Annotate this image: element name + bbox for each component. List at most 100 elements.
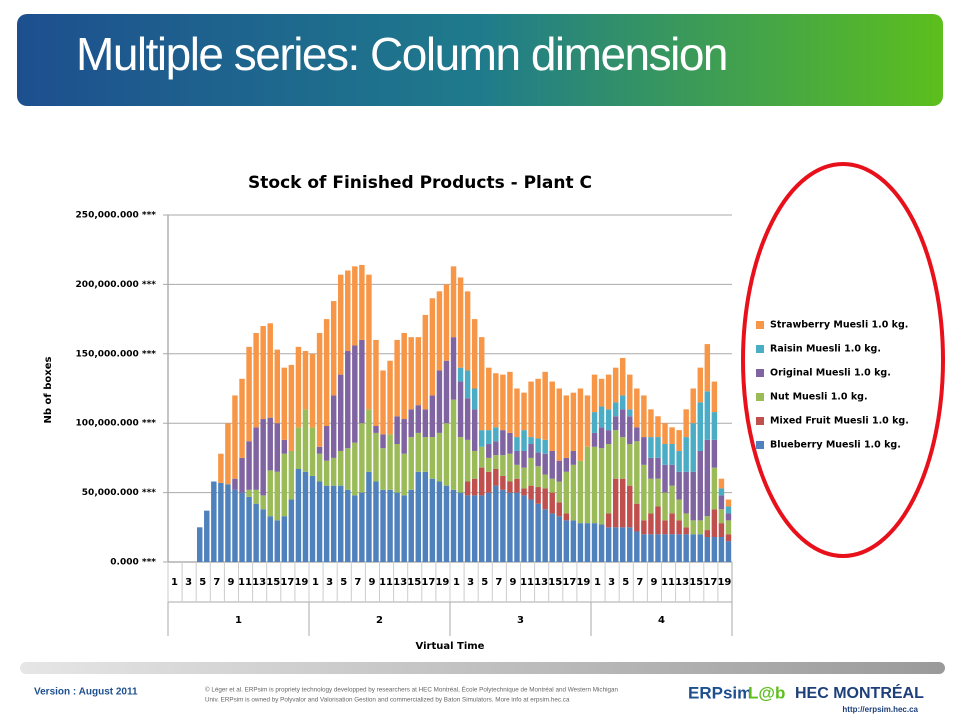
bar-segment bbox=[422, 437, 429, 472]
bar-segment bbox=[577, 388, 584, 461]
bar-segment bbox=[620, 527, 626, 562]
bar-segment bbox=[323, 485, 330, 562]
bar-segment bbox=[260, 495, 266, 510]
bar-segment bbox=[464, 481, 471, 496]
bar-segment bbox=[612, 527, 619, 562]
bar-segment bbox=[683, 513, 689, 528]
bar-segment bbox=[683, 471, 689, 514]
bar-segment bbox=[641, 534, 647, 562]
bar-segment bbox=[260, 509, 266, 562]
bar-segment bbox=[309, 427, 316, 476]
bar-segment bbox=[197, 527, 203, 562]
bar-segment bbox=[556, 481, 562, 503]
bar-segment bbox=[408, 409, 414, 438]
bar-segment bbox=[627, 444, 633, 486]
legend-label: Strawberry Muesli 1.0 kg. bbox=[770, 320, 908, 331]
group-label: 1 bbox=[235, 615, 242, 626]
bar-segment bbox=[246, 489, 252, 497]
bar-segment bbox=[528, 444, 534, 458]
bar-segment bbox=[218, 482, 224, 562]
bar-segment bbox=[507, 481, 513, 493]
bar-segment bbox=[323, 319, 330, 426]
bar-segment bbox=[514, 478, 520, 493]
bar-segment bbox=[591, 374, 598, 413]
bar-segment bbox=[443, 485, 450, 562]
bar-segment bbox=[352, 442, 358, 496]
bar-segment bbox=[330, 301, 337, 396]
bar-segment bbox=[711, 509, 718, 538]
bar-segment bbox=[408, 489, 414, 562]
bar-segment bbox=[521, 495, 527, 562]
bar-segment bbox=[648, 409, 654, 438]
bar-segment bbox=[648, 457, 654, 479]
x-tick-label: 5 bbox=[481, 577, 488, 588]
y-tick-label: 100,000.000 *** bbox=[76, 419, 157, 429]
bar-segment bbox=[535, 378, 541, 439]
bar-segment bbox=[549, 478, 555, 493]
bar-segment bbox=[408, 437, 414, 490]
bar-segment bbox=[655, 437, 661, 458]
bar-segment bbox=[211, 481, 217, 562]
bar-segment bbox=[464, 370, 471, 399]
x-tick-label: 7 bbox=[213, 577, 220, 588]
highlight-ellipse bbox=[741, 162, 945, 558]
bar-segment bbox=[711, 537, 718, 562]
bar-segment bbox=[422, 471, 429, 562]
bar-segment bbox=[612, 430, 619, 479]
bar-segment bbox=[309, 475, 316, 562]
bar-segment bbox=[718, 478, 725, 489]
y-tick-label: 250,000.000 *** bbox=[76, 211, 157, 221]
bar-segment bbox=[345, 489, 351, 562]
group-label: 4 bbox=[658, 615, 665, 626]
bar-segment bbox=[662, 464, 668, 493]
bar-segment bbox=[330, 485, 337, 562]
bar-segment bbox=[302, 351, 309, 410]
logo-erpsim: ERPsim bbox=[688, 683, 752, 702]
bar-segment bbox=[683, 527, 689, 535]
legend-label: Nut Muesli 1.0 kg. bbox=[770, 392, 868, 403]
x-tick-label: 3 bbox=[326, 577, 333, 588]
x-tick-label: 7 bbox=[495, 577, 502, 588]
bar-segment bbox=[605, 444, 612, 514]
bar-segment bbox=[648, 437, 654, 458]
bar-segment bbox=[401, 453, 407, 496]
bar-segment bbox=[493, 441, 499, 456]
bar-segment bbox=[493, 485, 499, 562]
bar-segment bbox=[718, 488, 725, 496]
bar-segment bbox=[655, 416, 661, 438]
bar-segment bbox=[486, 367, 492, 431]
x-tick-label: 3 bbox=[608, 577, 615, 588]
bar-segment bbox=[627, 409, 633, 417]
bar-segment bbox=[366, 409, 372, 472]
x-axis-title: Virtual Time bbox=[416, 641, 485, 652]
bar-segment bbox=[380, 434, 386, 449]
bar-segment bbox=[493, 469, 499, 486]
bar-segment bbox=[387, 434, 393, 490]
bar-segment bbox=[267, 417, 273, 471]
legend-label: Original Muesli 1.0 kg. bbox=[770, 368, 891, 379]
bar-segment bbox=[486, 444, 492, 458]
bar-segment bbox=[415, 471, 421, 562]
bar-segment bbox=[443, 284, 450, 361]
bar-segment bbox=[316, 446, 323, 454]
bar-segment bbox=[528, 499, 534, 562]
bar-segment bbox=[359, 339, 365, 424]
bar-segment bbox=[563, 471, 570, 514]
bar-segment bbox=[387, 489, 393, 562]
bar-segment bbox=[450, 266, 457, 338]
bar-segment bbox=[690, 471, 696, 521]
bar-segment bbox=[380, 489, 386, 562]
bar-segment bbox=[704, 530, 711, 538]
bar-segment bbox=[662, 423, 668, 445]
bar-segment bbox=[457, 381, 464, 438]
bar-segment bbox=[267, 323, 273, 418]
bar-segment bbox=[380, 448, 386, 490]
bar-segment bbox=[570, 464, 577, 521]
bar-segment bbox=[366, 471, 372, 562]
bar-segment bbox=[612, 478, 619, 528]
bar-segment bbox=[598, 378, 605, 407]
bar-segment bbox=[260, 326, 266, 420]
x-tick-label: 19 bbox=[717, 577, 731, 588]
bar-segment bbox=[338, 274, 344, 375]
bar-segment bbox=[359, 492, 365, 562]
